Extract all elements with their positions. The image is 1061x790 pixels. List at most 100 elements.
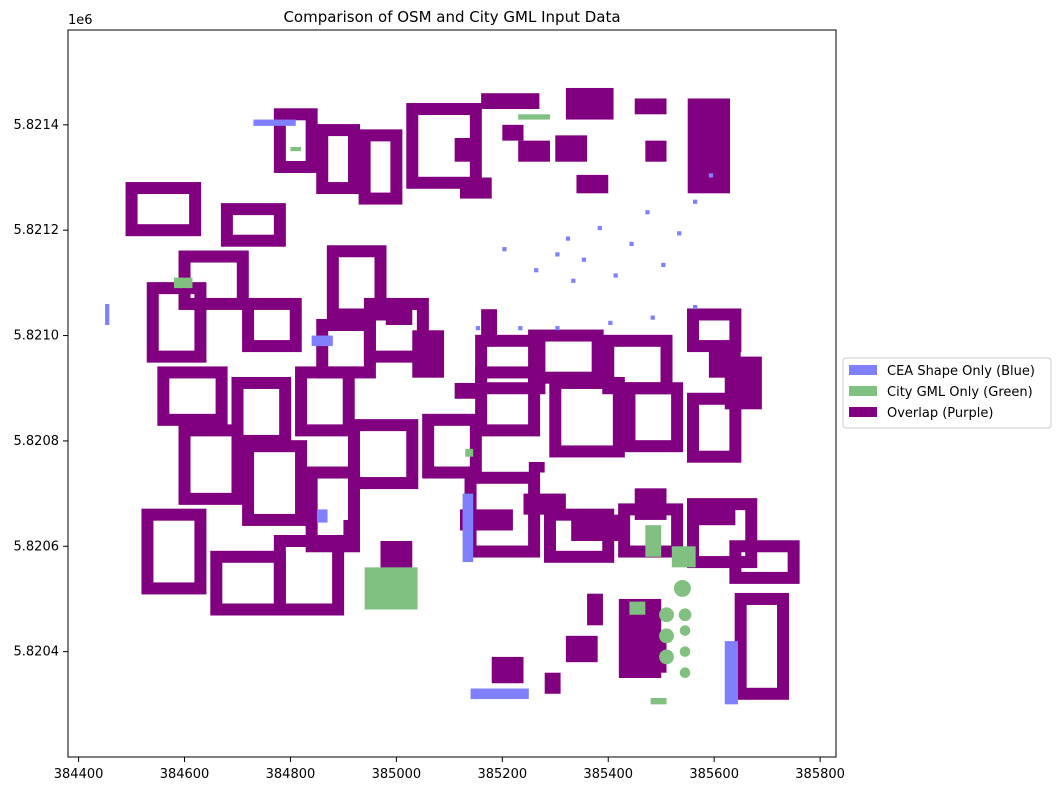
cea-shape-only-building-18 [571,278,576,283]
cea-shape-only-building-1 [311,335,333,347]
overlap-building-1 [565,87,614,120]
overlap-building-2 [634,98,667,115]
overlap-building-17 [544,672,561,694]
overlap-building-block-8 [157,366,228,426]
overlap-building-16 [491,656,524,684]
overlap-building-block-27 [734,592,790,700]
overlap-building-30 [470,467,482,478]
overlap-building-block-15 [210,550,286,616]
overlap-building-32 [565,446,588,457]
overlap-building-block-29 [686,308,742,353]
legend-swatch [849,407,877,417]
legend: CEA Shape Only (Blue) City GML Only (Gree… [842,357,1052,429]
plot-frame [67,29,837,758]
overlap-building-block-18 [422,413,482,479]
overlap-building-block-2 [146,282,207,363]
city-gml-only-building-circle-0 [673,579,691,597]
overlap-building-block-21 [623,382,684,453]
overlap-building-3 [687,98,731,194]
overlap-building-block-22 [686,392,742,463]
city-gml-only-building-circle-7 [679,667,691,679]
city-gml-only-building-1 [645,525,662,557]
cea-shape-only-building-17 [708,173,714,178]
x-tick-label: 385200 [477,767,527,782]
overlap-building-block-31 [528,329,604,384]
overlap-building-block-35 [316,124,361,195]
city-gml-only-building-circle-1 [659,607,674,623]
cea-shape-only-building-9 [581,257,587,262]
overlap-building-10 [502,124,524,141]
cea-shape-only-building-22 [518,326,523,331]
y-tick-label: 5.8214 [14,118,60,133]
overlap-building-21 [454,382,487,399]
overlap-building-block-12 [242,440,308,526]
city-gml-only-building-8 [465,448,474,457]
overlap-building-31 [528,461,545,473]
x-axis: 384400 384600 384800 385000 385200 385400 3856… [54,757,845,782]
overlap-building-block-16 [273,535,345,616]
overlap-building-block-0 [125,182,202,237]
city-gml-only-building-circle-4 [678,608,692,622]
x-tick-label: 385400 [583,767,633,782]
cea-shape-only-building-23 [555,326,560,331]
overlap-building-28 [692,504,736,526]
city-gml-only-building-2 [671,546,696,568]
cea-shape-only-building-11 [613,273,618,278]
city-gml-only-building-5 [629,601,646,615]
city-gml-only-building-circle-2 [659,628,674,644]
overlap-building-7 [555,135,588,162]
cea-shape-only-building-5 [724,641,739,705]
cea-shape-only-building-13 [645,210,650,215]
overlap-building-0 [481,93,540,110]
overlap-building-block-11 [178,424,244,505]
overlap-building-block-1 [220,203,286,247]
overlap-building-26 [571,514,619,542]
overlap-building-25 [523,493,566,515]
cea-shape-only-building-4 [470,688,529,700]
overlap-building-block-32 [602,334,673,395]
overlap-building-block-17 [348,419,419,490]
y-tick-label: 5.8212 [14,223,60,238]
cea-shape-only-building-16 [692,199,698,204]
y-tick-label: 5.8208 [14,434,60,449]
cea-shape-only-building-21 [475,326,481,331]
city-gml-only-building-0 [364,567,418,610]
overlap-building-18 [481,309,498,336]
cea-shape-only-building-14 [661,262,666,268]
overlap-building-block-10 [295,366,355,437]
cea-shape-only-building-12 [629,241,634,246]
overlap-building-19 [412,330,445,378]
overlap-building-14 [655,630,667,673]
city-gml-only-building-circle-3 [659,649,674,665]
overlap-building-block-14 [141,508,207,595]
overlap-building-block-36 [358,129,403,205]
x-tick-label: 385000 [372,767,422,782]
cea-shape-only-building-7 [555,252,560,257]
overlap-building-12 [565,635,598,663]
city-gml-only-building-6 [518,114,550,120]
cea-shape-only-building-8 [565,236,571,241]
x-tick-label: 385600 [689,767,739,782]
overlap-building-block-6 [326,245,387,321]
x-tick-label: 384400 [54,767,104,782]
overlap-building-15 [587,593,603,626]
y-tick-label: 5.8206 [14,539,60,554]
cea-shape-only-building-19 [534,268,539,273]
legend-swatch [849,386,877,396]
cea-shape-only-building-0 [253,119,296,126]
overlap-building-block-28 [729,540,800,584]
overlap-building-27 [634,488,667,520]
overlap-building-29 [343,519,355,547]
overlap-building-8 [576,174,609,194]
overlap-building-block-4 [242,297,302,353]
overlap-building-9 [645,140,667,162]
overlap-building-block-34 [273,108,318,173]
x-tick-label: 385800 [795,767,845,782]
chart-title: Comparison of OSM and City GML Input Dat… [283,8,620,26]
cea-shape-only-building-25 [650,315,655,320]
legend-box [842,357,1052,429]
y-axis-offset-label: 1e6 [68,13,93,28]
city-gml-only-building-3 [650,697,667,705]
y-tick-label: 5.8204 [14,645,60,660]
overlap-building-20 [385,303,413,326]
